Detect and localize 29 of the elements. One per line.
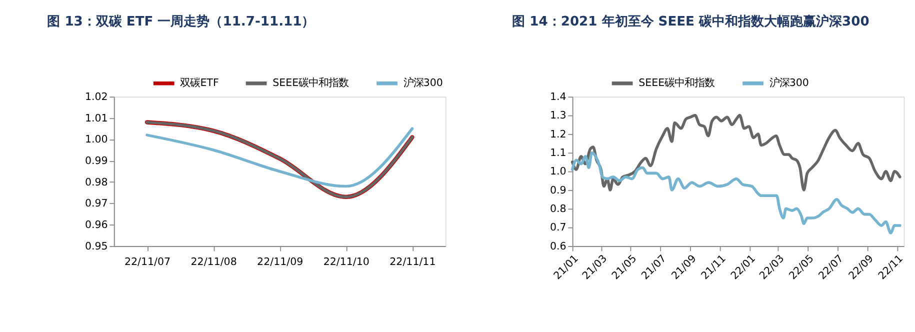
- chart-title: 图 14：2021 年初至今 SEEE 碳中和指数大幅跑赢沪深300: [512, 14, 870, 30]
- y-tick-label: 1.4: [550, 90, 566, 103]
- y-tick-label: 0.6: [550, 240, 566, 252]
- legend-label: 沪深300: [403, 77, 443, 90]
- y-tick-label: 0.96: [84, 218, 108, 231]
- y-tick-label: 1.01: [84, 112, 108, 124]
- x-tick-label: 22/11/11: [390, 256, 436, 268]
- y-tick-label: 1.00: [84, 134, 108, 146]
- x-tick-label: 22/11/09: [257, 256, 304, 268]
- x-tick-label: 22/11/07: [124, 256, 171, 268]
- y-tick-label: 0.97: [84, 198, 108, 210]
- y-tick-label: 0.8: [550, 202, 566, 215]
- legend-label: 沪深300: [769, 77, 809, 90]
- y-tick-label: 0.7: [550, 222, 566, 234]
- y-tick-label: 0.9: [550, 184, 566, 196]
- y-tick-label: 0.98: [84, 176, 108, 188]
- x-tick-label: 22/11/10: [323, 256, 370, 268]
- legend-label: SEEE碳中和指数: [272, 77, 349, 90]
- y-tick-label: 1.1: [550, 146, 566, 159]
- y-tick-label: 0.99: [84, 154, 108, 167]
- chart-title: 图 13：双碳 ETF 一周走势（11.7-11.11）: [47, 14, 315, 30]
- y-tick-label: 1.02: [84, 90, 108, 103]
- legend-label: SEEE碳中和指数: [638, 77, 715, 90]
- y-tick-label: 1.0: [550, 166, 566, 178]
- y-tick-label: 1.3: [550, 110, 566, 122]
- x-tick-label: 22/11/08: [190, 256, 237, 268]
- y-tick-label: 1.2: [550, 128, 566, 140]
- legend-label: 双碳ETF: [180, 77, 219, 90]
- y-tick-label: 0.95: [84, 240, 108, 252]
